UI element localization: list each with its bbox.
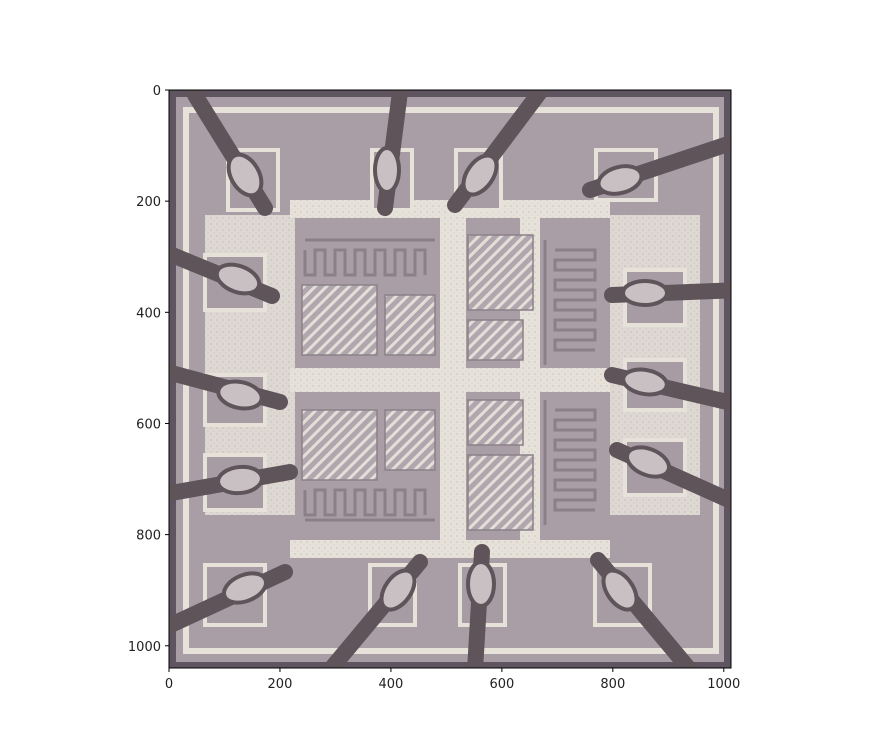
y-tick-label: 400	[136, 306, 161, 321]
x-tick-label: 800	[600, 677, 625, 692]
y-tick-label: 600	[136, 417, 161, 432]
die-image	[169, 90, 731, 668]
x-tick-label: 1000	[707, 677, 740, 692]
y-tick-label: 1000	[128, 640, 161, 655]
y-tick-label: 0	[153, 84, 161, 99]
plot-frame	[168, 89, 732, 669]
x-tick-label: 400	[379, 677, 404, 692]
x-tick-label: 0	[165, 677, 173, 692]
x-axis: 0 200 400 600 800 1000	[165, 668, 740, 692]
x-tick-label: 200	[268, 677, 293, 692]
y-tick-label: 200	[136, 195, 161, 210]
y-axis: 0 200 400 600 800 1000	[128, 84, 169, 655]
y-tick-label: 800	[136, 529, 161, 544]
x-tick-label: 600	[489, 677, 514, 692]
